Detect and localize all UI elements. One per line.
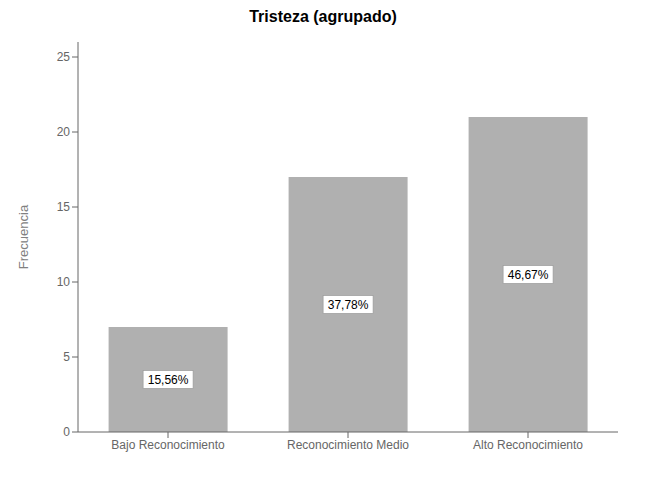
svg-text:Bajo Reconocimiento: Bajo Reconocimiento: [111, 438, 225, 452]
svg-text:Frecuencia: Frecuencia: [16, 204, 31, 269]
svg-text:5: 5: [63, 350, 70, 364]
svg-text:10: 10: [57, 275, 71, 289]
svg-text:37,78%: 37,78%: [328, 298, 369, 312]
svg-text:20: 20: [57, 125, 71, 139]
svg-text:25: 25: [57, 50, 71, 64]
svg-text:46,67%: 46,67%: [508, 268, 549, 282]
svg-text:15: 15: [57, 200, 71, 214]
svg-text:Reconocimiento Medio: Reconocimiento Medio: [287, 438, 409, 452]
svg-text:0: 0: [63, 425, 70, 439]
html-text:Tristeza (agrupado): Tristeza (agrupado): [249, 8, 397, 25]
svg-text:15,56%: 15,56%: [148, 373, 189, 387]
svg-text:Alto Reconocimiento: Alto Reconocimiento: [473, 438, 583, 452]
